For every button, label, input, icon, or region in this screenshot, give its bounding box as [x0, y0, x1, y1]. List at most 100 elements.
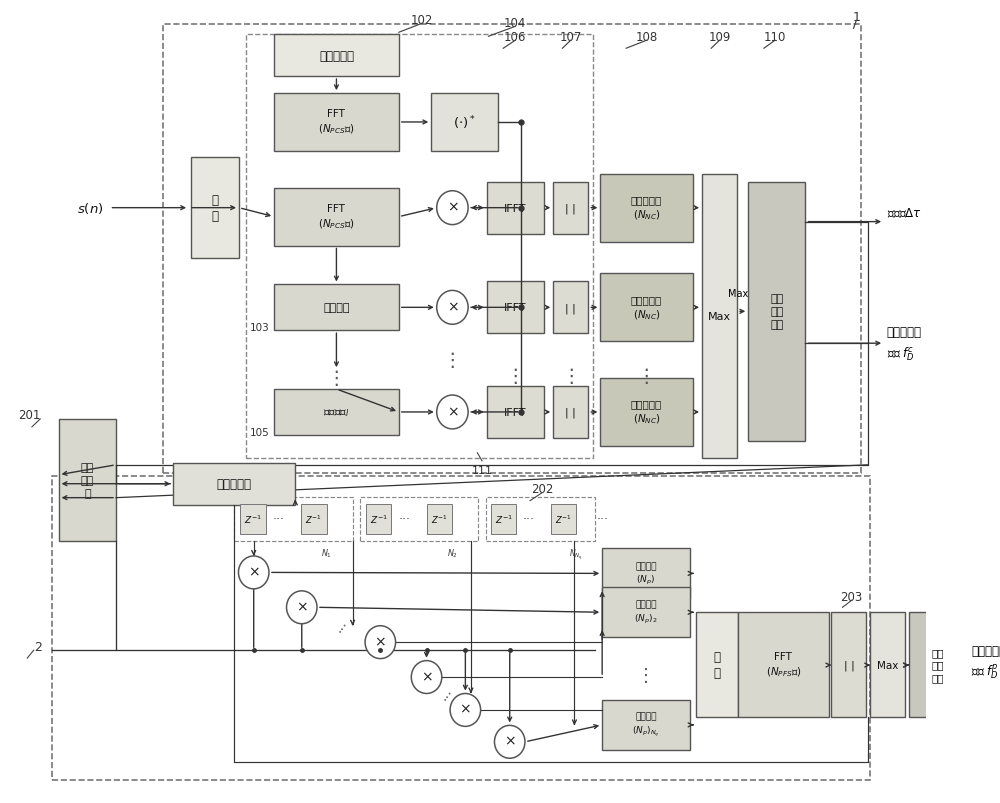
Bar	[163, 25, 861, 473]
Text: ×: ×	[447, 405, 458, 418]
Text: 2: 2	[62, 463, 70, 475]
Text: IFFT: IFFT	[504, 407, 527, 418]
Text: ×: ×	[296, 600, 308, 613]
Circle shape	[437, 291, 468, 325]
FancyBboxPatch shape	[301, 504, 327, 534]
Text: ⋮: ⋮	[637, 666, 655, 684]
Text: | |: | |	[844, 659, 854, 670]
Text: 粗捕
门限
判决: 粗捕 门限 判决	[770, 294, 783, 330]
Text: $Z^{-1}$: $Z^{-1}$	[370, 513, 387, 525]
Text: ⋮: ⋮	[561, 366, 580, 385]
FancyBboxPatch shape	[487, 386, 544, 438]
Text: | |: | |	[565, 203, 576, 214]
Text: FFT
$(N_{PCS}$点$)$: FFT $(N_{PCS}$点$)$	[318, 204, 355, 231]
FancyBboxPatch shape	[274, 389, 399, 435]
Text: 105: 105	[250, 427, 269, 438]
Text: ···: ···	[273, 512, 285, 525]
Text: Max: Max	[728, 289, 748, 299]
Circle shape	[238, 556, 269, 589]
Text: $N_2$: $N_2$	[447, 547, 458, 560]
Text: $Z^{-1}$: $Z^{-1}$	[305, 513, 322, 525]
Circle shape	[287, 591, 317, 624]
Text: 相干累加
$(N_p)_{N_q}$: 相干累加 $(N_p)_{N_q}$	[632, 711, 660, 738]
FancyBboxPatch shape	[427, 504, 452, 534]
Text: ···: ···	[439, 686, 458, 704]
Text: 2: 2	[34, 640, 42, 653]
Text: 201: 201	[18, 409, 40, 422]
Text: ×: ×	[375, 634, 386, 648]
Circle shape	[450, 694, 481, 727]
FancyBboxPatch shape	[491, 504, 516, 534]
Bar	[360, 497, 478, 541]
FancyBboxPatch shape	[602, 700, 690, 750]
FancyBboxPatch shape	[553, 282, 588, 334]
Text: | |: | |	[565, 407, 576, 418]
Circle shape	[437, 396, 468, 430]
FancyBboxPatch shape	[274, 94, 399, 152]
Text: IFFT: IFFT	[504, 203, 527, 214]
Text: ×: ×	[447, 201, 458, 214]
Text: 伪码生成器: 伪码生成器	[319, 50, 354, 63]
Text: 码相位$\Delta\tau$: 码相位$\Delta\tau$	[887, 206, 922, 220]
Circle shape	[365, 626, 396, 658]
Text: 循环移位$_l$: 循环移位$_l$	[323, 406, 350, 418]
Text: $s(n)$: $s(n)$	[77, 201, 104, 216]
FancyBboxPatch shape	[748, 182, 805, 442]
FancyBboxPatch shape	[600, 378, 693, 446]
Text: 补
零: 补 零	[211, 194, 218, 223]
Bar	[234, 497, 353, 541]
Text: $Z^{-1}$: $Z^{-1}$	[244, 513, 262, 525]
Text: $Z^{-1}$: $Z^{-1}$	[555, 513, 572, 525]
Text: 102: 102	[411, 14, 433, 26]
FancyBboxPatch shape	[59, 419, 116, 541]
Text: ×: ×	[421, 669, 432, 683]
Text: IFFT: IFFT	[504, 303, 527, 313]
Text: FFT
$(N_{PFS}$点$)$: FFT $(N_{PFS}$点$)$	[766, 651, 801, 679]
FancyBboxPatch shape	[191, 157, 239, 259]
FancyBboxPatch shape	[702, 174, 737, 459]
Text: $N_1$: $N_1$	[321, 547, 332, 560]
Text: ×: ×	[460, 702, 471, 716]
Text: ···: ···	[398, 512, 410, 525]
Text: 相干累加
$(N_p)_2$: 相干累加 $(N_p)_2$	[634, 600, 658, 625]
FancyBboxPatch shape	[274, 285, 399, 331]
Text: ×: ×	[504, 734, 516, 748]
FancyBboxPatch shape	[602, 588, 690, 638]
Text: 多普勒粗捕: 多普勒粗捕	[887, 325, 922, 338]
Text: 循环移位: 循环移位	[323, 303, 350, 313]
FancyBboxPatch shape	[553, 182, 588, 234]
FancyBboxPatch shape	[600, 274, 693, 342]
Text: 结果 $f_D^p$: 结果 $f_D^p$	[971, 661, 999, 679]
Text: 106: 106	[504, 31, 526, 43]
Text: 多普
勒频
移: 多普 勒频 移	[81, 463, 94, 498]
Text: ···: ···	[596, 512, 608, 525]
FancyBboxPatch shape	[600, 174, 693, 243]
FancyBboxPatch shape	[696, 613, 738, 717]
Text: | |: | |	[565, 303, 576, 313]
Text: 伪码生成器: 伪码生成器	[217, 478, 252, 491]
Text: 细捕
门限
判决: 细捕 门限 判决	[931, 647, 944, 683]
Text: 多普勒细捕: 多普勒细捕	[971, 644, 1000, 657]
FancyBboxPatch shape	[870, 613, 905, 717]
FancyBboxPatch shape	[551, 504, 576, 534]
Bar	[52, 476, 870, 780]
Text: 202: 202	[531, 483, 553, 495]
FancyBboxPatch shape	[274, 35, 399, 77]
Text: ⋮: ⋮	[326, 368, 346, 387]
Text: 104: 104	[504, 17, 526, 30]
Bar	[246, 35, 593, 459]
Text: 109: 109	[708, 31, 731, 43]
Text: 103: 103	[250, 323, 269, 332]
Text: $N_{N_q}$: $N_{N_q}$	[569, 547, 583, 561]
Text: 111: 111	[471, 465, 492, 475]
FancyBboxPatch shape	[909, 613, 966, 717]
Text: ×: ×	[248, 565, 260, 579]
Text: FFT
$(N_{PCS}$点$)$: FFT $(N_{PCS}$点$)$	[318, 109, 355, 137]
Text: 非相干累加
$(N_{NC})$: 非相干累加 $(N_{NC})$	[631, 399, 662, 426]
Text: $(\cdot)^*$: $(\cdot)^*$	[453, 114, 476, 132]
FancyBboxPatch shape	[173, 463, 295, 505]
Text: 203: 203	[841, 590, 863, 603]
Text: Max: Max	[708, 312, 731, 321]
FancyBboxPatch shape	[553, 386, 588, 438]
Text: ⋮: ⋮	[637, 366, 656, 385]
